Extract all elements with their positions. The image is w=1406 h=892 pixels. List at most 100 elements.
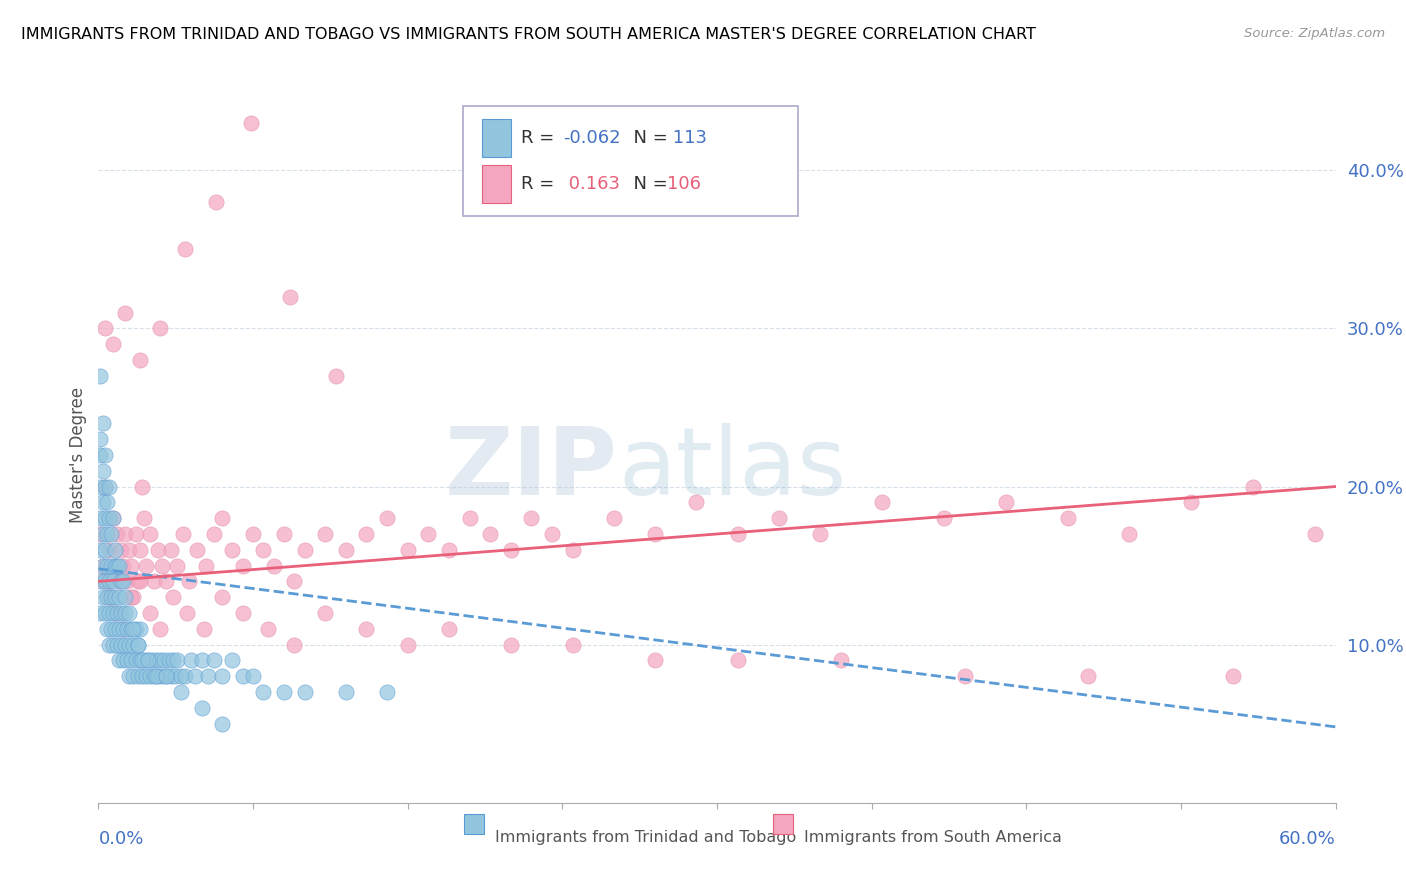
Point xyxy=(128,622,150,636)
Point xyxy=(166,558,188,573)
Point xyxy=(131,669,153,683)
Point xyxy=(1180,495,1202,509)
Point xyxy=(155,574,177,589)
Point xyxy=(110,638,132,652)
Point xyxy=(105,638,128,652)
Point xyxy=(194,558,217,573)
Point xyxy=(89,479,111,493)
Point xyxy=(124,622,146,636)
Point xyxy=(170,685,193,699)
Point xyxy=(211,511,233,525)
Point xyxy=(89,448,111,462)
Point xyxy=(128,353,150,368)
Point xyxy=(112,574,135,589)
Point xyxy=(335,542,357,557)
Point xyxy=(1056,511,1078,525)
Point xyxy=(104,558,127,573)
Text: 0.163: 0.163 xyxy=(564,175,620,194)
Point xyxy=(932,511,955,525)
Point xyxy=(273,527,295,541)
Point xyxy=(1077,669,1099,683)
Point xyxy=(174,669,197,683)
Text: IMMIGRANTS FROM TRINIDAD AND TOBAGO VS IMMIGRANTS FROM SOUTH AMERICA MASTER'S DE: IMMIGRANTS FROM TRINIDAD AND TOBAGO VS I… xyxy=(21,27,1036,42)
Text: 106: 106 xyxy=(668,175,702,194)
Point xyxy=(104,606,127,620)
Point xyxy=(808,527,831,541)
Point xyxy=(135,558,157,573)
Point xyxy=(170,669,193,683)
Point xyxy=(93,479,115,493)
Point xyxy=(242,669,264,683)
Point xyxy=(541,527,564,541)
Point xyxy=(108,558,131,573)
Point xyxy=(118,542,141,557)
Text: Source: ZipAtlas.com: Source: ZipAtlas.com xyxy=(1244,27,1385,40)
Point xyxy=(132,653,155,667)
Point xyxy=(418,527,440,541)
Point xyxy=(232,606,254,620)
Point xyxy=(120,558,142,573)
Point xyxy=(256,622,278,636)
Point xyxy=(437,542,460,557)
Point xyxy=(314,527,336,541)
Point xyxy=(100,558,122,573)
Point xyxy=(232,558,254,573)
Point xyxy=(104,542,127,557)
Point xyxy=(101,606,124,620)
Point xyxy=(93,606,115,620)
Point xyxy=(127,638,149,652)
Point xyxy=(108,591,131,605)
Point xyxy=(994,495,1017,509)
Point xyxy=(91,417,114,431)
Point xyxy=(91,558,114,573)
Point xyxy=(122,591,145,605)
Point xyxy=(96,558,118,573)
Point xyxy=(283,638,305,652)
Point xyxy=(96,495,118,509)
Point xyxy=(153,653,176,667)
Point xyxy=(124,527,146,541)
Point xyxy=(104,622,127,636)
Point xyxy=(162,591,184,605)
Point xyxy=(127,638,149,652)
Text: R =: R = xyxy=(522,128,560,147)
Point xyxy=(122,669,145,683)
Point xyxy=(97,542,120,557)
Point xyxy=(221,542,243,557)
Point xyxy=(335,685,357,699)
Point xyxy=(131,653,153,667)
Point xyxy=(117,574,139,589)
Point xyxy=(830,653,852,667)
Point xyxy=(232,669,254,683)
Point xyxy=(294,542,316,557)
Point xyxy=(128,574,150,589)
Text: R =: R = xyxy=(522,175,560,194)
Point xyxy=(561,542,583,557)
Point xyxy=(112,653,135,667)
Point xyxy=(101,337,124,351)
Point xyxy=(211,591,233,605)
Point xyxy=(122,622,145,636)
Point xyxy=(143,574,166,589)
Point xyxy=(870,495,893,509)
Point xyxy=(136,653,159,667)
Point xyxy=(128,542,150,557)
Point xyxy=(91,464,114,478)
Point xyxy=(727,653,749,667)
Point xyxy=(128,653,150,667)
Point xyxy=(114,591,136,605)
Point xyxy=(89,511,111,525)
Point xyxy=(166,653,188,667)
Point xyxy=(114,638,136,652)
Text: Immigrants from Trinidad and Tobago: Immigrants from Trinidad and Tobago xyxy=(495,830,796,845)
Point xyxy=(96,574,118,589)
Point xyxy=(499,542,522,557)
Point xyxy=(89,527,111,541)
Point xyxy=(278,290,301,304)
Point xyxy=(273,685,295,699)
Point xyxy=(145,669,167,683)
Point xyxy=(149,321,172,335)
Point xyxy=(458,511,481,525)
Point xyxy=(159,542,181,557)
Point xyxy=(117,653,139,667)
